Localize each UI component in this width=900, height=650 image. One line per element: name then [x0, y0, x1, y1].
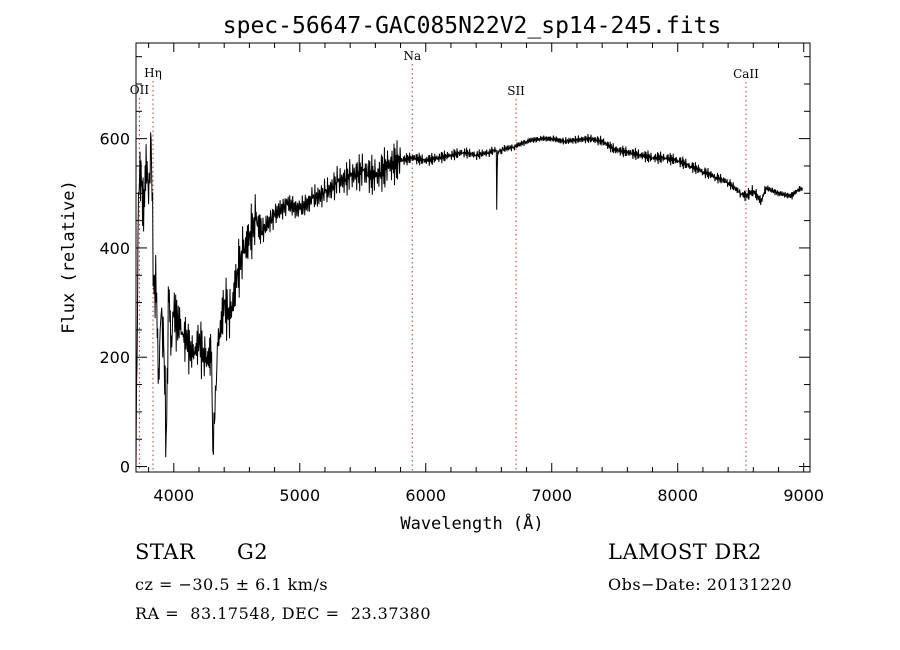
- chart-title: spec-56647-GAC085N22V2_sp14-245.fits: [223, 13, 722, 39]
- redshift-cz: cz = −30.5 ± 6.1 km/s: [135, 575, 329, 594]
- x-axis-label: Wavelength (Å): [400, 512, 543, 534]
- line-marker-label: OII: [130, 83, 150, 97]
- survey-name: LAMOST DR2: [608, 540, 762, 564]
- observation-date: Obs−Date: 20131220: [608, 575, 793, 594]
- x-tick-label: 9000: [783, 486, 824, 505]
- spectral-line-markers: OII Hη Na SII CaII: [130, 49, 759, 472]
- x-axis: 4000 5000 6000 7000 8000 9000: [153, 43, 824, 505]
- x-tick-label: 4000: [153, 486, 194, 505]
- y-tick-label: 0: [120, 458, 130, 477]
- x-tick-label: 7000: [531, 486, 572, 505]
- line-marker-label: Hη: [144, 66, 162, 80]
- minor-ticks: [136, 43, 810, 472]
- spectrum-line: [135, 132, 803, 467]
- coordinates: RA = 83.17548, DEC = 23.37380: [135, 604, 432, 623]
- x-tick-label: 5000: [279, 486, 320, 505]
- plot-frame: [135, 42, 811, 473]
- y-tick-label: 200: [99, 348, 130, 367]
- y-tick-label: 400: [99, 239, 130, 258]
- object-class: STAR: [135, 540, 196, 564]
- object-subclass: G2: [237, 540, 269, 564]
- y-axis-label: Flux (relative): [59, 180, 79, 334]
- y-axis: 0 200 400 600: [99, 130, 810, 477]
- line-marker-label: CaII: [733, 67, 759, 81]
- x-tick-label: 6000: [405, 486, 446, 505]
- line-marker-label: Na: [403, 49, 421, 63]
- y-tick-label: 600: [99, 130, 130, 149]
- x-tick-label: 8000: [657, 486, 698, 505]
- line-marker-label: SII: [507, 84, 525, 98]
